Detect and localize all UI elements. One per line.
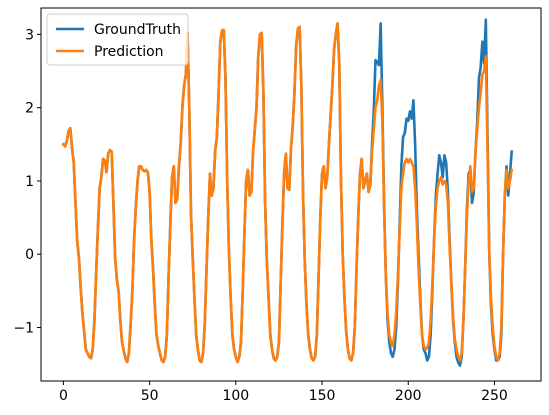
x-axis: 0 50 100 150 200 250 [59,381,508,404]
y-tick-label: 1 [25,174,34,190]
y-axis: −1 0 1 2 3 [13,27,41,337]
series-lines [61,18,514,367]
axes-frame [40,7,542,382]
y-tick-label: 2 [25,101,34,117]
x-tick-label: 50 [141,388,159,404]
x-tick-label: 100 [222,388,249,404]
x-tick-label: 200 [395,388,422,404]
x-tick-label: 250 [481,388,508,404]
series-line-prediction [61,22,514,364]
x-tick-label: 150 [309,388,336,404]
y-tick-label: 3 [25,27,34,43]
legend-label-groundtruth: GroundTruth [94,22,181,38]
y-tick-label: 0 [25,247,34,263]
y-tick-label: −1 [13,321,34,337]
legend-label-prediction: Prediction [94,44,164,60]
x-tick-label: 0 [59,388,68,404]
legend: GroundTruth Prediction [46,13,189,66]
